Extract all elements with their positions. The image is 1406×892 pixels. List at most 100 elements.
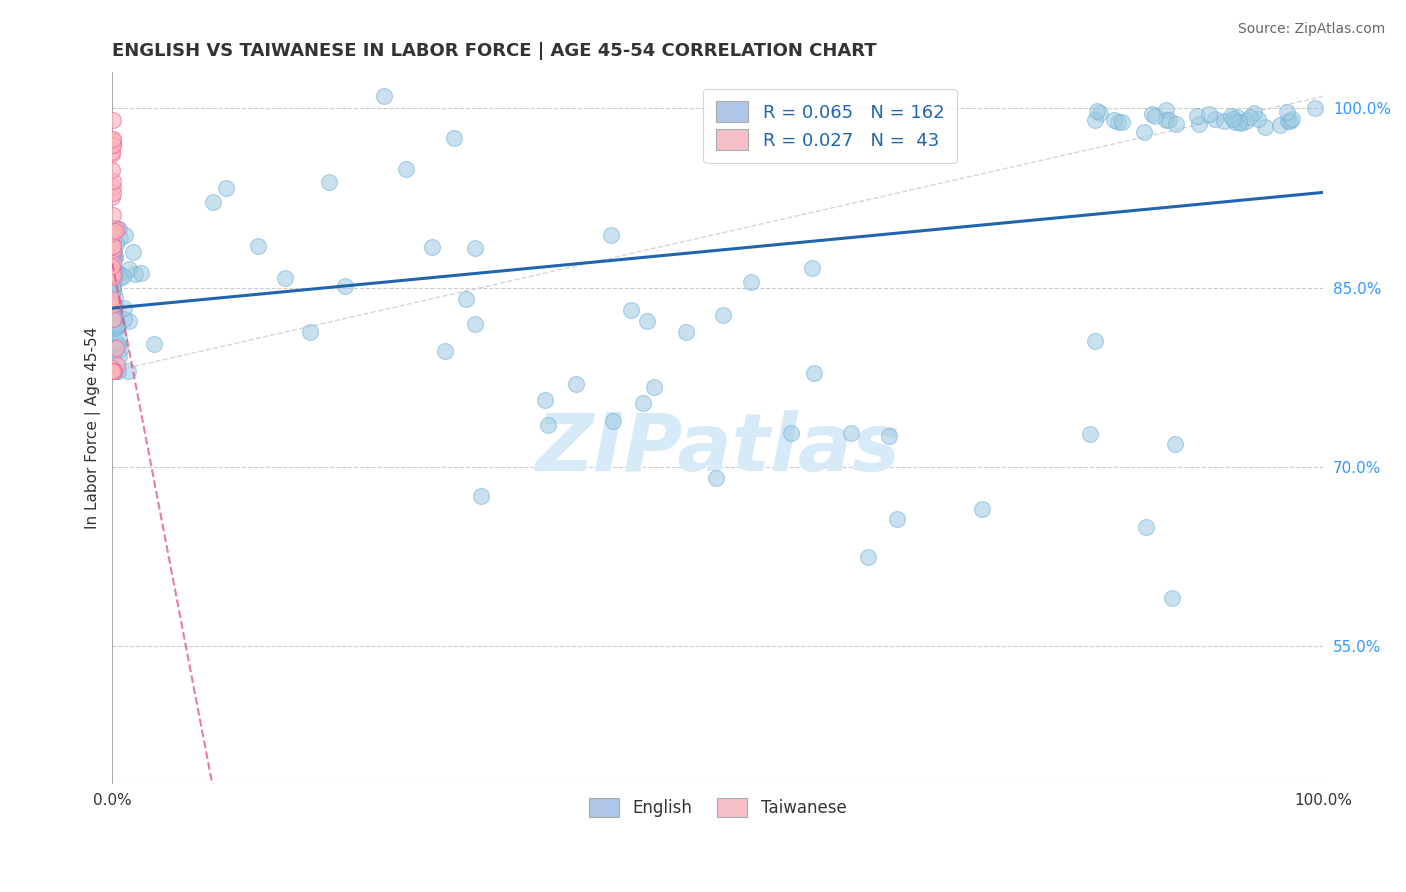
Point: [633, 396, 655, 410]
Point: [1084, 334, 1107, 348]
Point: [101, 248, 124, 262]
Text: ZIPatlas: ZIPatlas: [536, 410, 900, 489]
Point: [101, 270, 124, 285]
Point: [104, 221, 127, 235]
Point: [1253, 120, 1275, 134]
Point: [104, 252, 127, 266]
Point: [101, 256, 124, 270]
Point: [107, 318, 129, 333]
Point: [564, 377, 586, 392]
Point: [101, 273, 124, 287]
Point: [1222, 112, 1244, 126]
Point: [599, 227, 621, 242]
Point: [711, 308, 734, 322]
Point: [104, 311, 127, 326]
Point: [107, 267, 129, 281]
Point: [107, 364, 129, 378]
Point: [101, 268, 124, 283]
Point: [114, 227, 136, 242]
Point: [142, 337, 165, 351]
Point: [101, 180, 124, 194]
Point: [1133, 125, 1156, 139]
Point: [202, 195, 225, 210]
Point: [101, 364, 124, 378]
Point: [1198, 107, 1220, 121]
Point: [104, 250, 127, 264]
Point: [1212, 114, 1234, 128]
Point: [101, 360, 124, 375]
Point: [101, 364, 124, 378]
Point: [124, 267, 146, 281]
Point: [877, 429, 900, 443]
Point: [1281, 112, 1303, 127]
Point: [108, 331, 131, 345]
Point: [101, 220, 124, 235]
Point: [1144, 109, 1167, 123]
Point: [101, 145, 124, 159]
Point: [1088, 106, 1111, 120]
Point: [1219, 109, 1241, 123]
Point: [101, 163, 124, 178]
Point: [101, 364, 124, 378]
Point: [1303, 101, 1326, 115]
Point: [101, 281, 124, 295]
Point: [101, 174, 124, 188]
Point: [101, 239, 124, 253]
Point: [101, 269, 124, 284]
Point: [1161, 591, 1184, 605]
Point: [129, 266, 152, 280]
Point: [103, 312, 125, 326]
Point: [105, 321, 128, 335]
Point: [107, 339, 129, 353]
Y-axis label: In Labor Force | Age 45-54: In Labor Force | Age 45-54: [86, 327, 101, 529]
Point: [318, 175, 340, 189]
Point: [101, 310, 124, 325]
Point: [101, 298, 124, 312]
Point: [395, 161, 418, 176]
Point: [105, 364, 128, 378]
Point: [780, 426, 803, 441]
Point: [215, 181, 238, 195]
Point: [101, 364, 124, 378]
Point: [101, 243, 124, 257]
Point: [101, 186, 124, 200]
Point: [101, 113, 124, 128]
Point: [101, 349, 124, 363]
Point: [101, 239, 124, 253]
Point: [101, 134, 124, 148]
Point: [101, 248, 124, 262]
Point: [101, 347, 124, 361]
Point: [1157, 112, 1180, 127]
Point: [103, 220, 125, 235]
Point: [602, 414, 624, 428]
Point: [454, 292, 477, 306]
Point: [101, 283, 124, 297]
Point: [104, 237, 127, 252]
Point: [101, 364, 124, 378]
Point: [103, 316, 125, 330]
Point: [101, 220, 124, 235]
Point: [112, 269, 135, 284]
Point: [104, 220, 127, 235]
Point: [101, 285, 124, 299]
Point: [103, 364, 125, 378]
Point: [103, 364, 125, 378]
Point: [101, 303, 124, 318]
Point: [1277, 113, 1299, 128]
Point: [103, 132, 125, 146]
Point: [103, 266, 125, 280]
Point: [101, 364, 124, 378]
Point: [1239, 110, 1261, 124]
Point: [108, 351, 131, 365]
Point: [101, 343, 124, 358]
Point: [101, 227, 124, 241]
Point: [464, 241, 486, 255]
Point: [1107, 115, 1129, 129]
Point: [101, 306, 124, 320]
Point: [970, 502, 993, 516]
Point: [856, 549, 879, 564]
Point: [433, 343, 456, 358]
Point: [740, 275, 762, 289]
Point: [101, 271, 124, 285]
Point: [117, 364, 139, 378]
